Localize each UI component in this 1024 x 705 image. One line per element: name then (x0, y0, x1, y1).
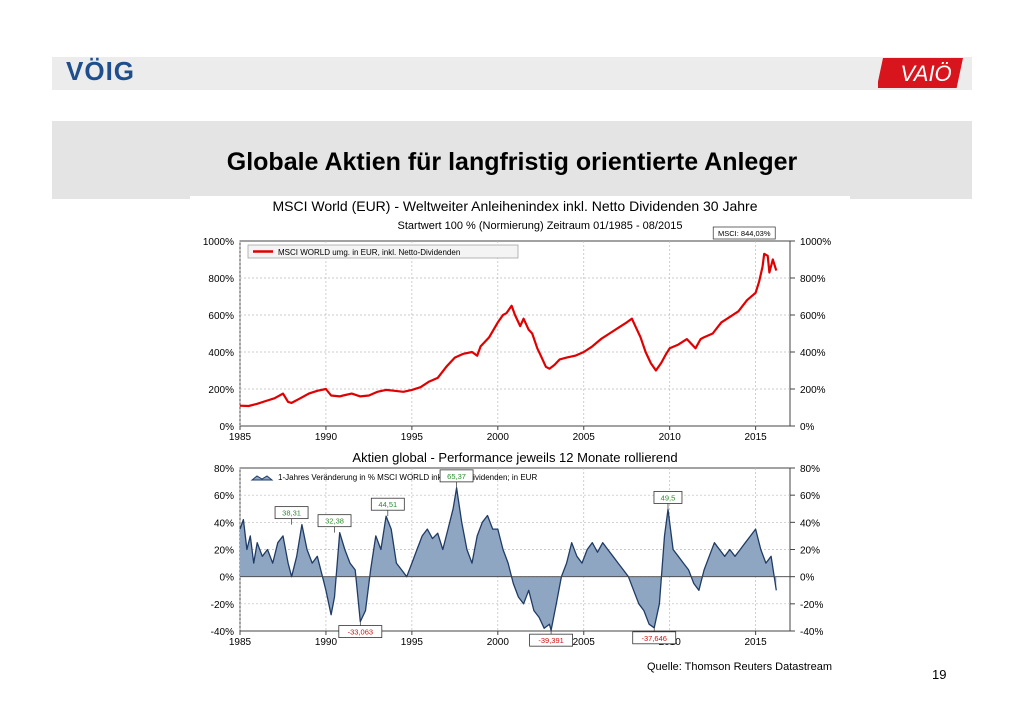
x-tick-label: 1990 (315, 637, 338, 648)
annotation-box (653, 491, 683, 504)
x-tick-label: 1995 (401, 637, 424, 648)
chart-title: Aktien global - Performance jeweils 12 M… (352, 450, 677, 465)
source-label: Quelle: Thomson Reuters Datastream (647, 661, 832, 673)
legend-label: MSCI WORLD umg. in EUR, inkl. Netto-Divi… (278, 248, 460, 257)
y-tick-label-left: -20% (211, 600, 234, 611)
annotation-max: 65,37 (439, 469, 474, 488)
y-tick-label-right: 40% (800, 518, 820, 529)
x-tick-label: 1990 (315, 432, 338, 443)
annotation-max: 49,5 (653, 491, 683, 510)
y-tick-label-left: 800% (208, 274, 234, 285)
annotation-box (338, 625, 383, 638)
y-tick-label-right: 1000% (800, 237, 831, 248)
annotation-box (529, 633, 573, 647)
x-tick-label: 2000 (487, 637, 510, 648)
page-number: 19 (932, 667, 947, 682)
y-tick-label-right: -40% (800, 627, 823, 638)
y-tick-label-left: 0% (220, 573, 235, 584)
chart-subtitle: Startwert 100 % (Normierung) Zeitraum 01… (398, 220, 683, 232)
legend: MSCI WORLD umg. in EUR, inkl. Netto-Divi… (247, 244, 519, 259)
y-tick-label-left: 40% (214, 518, 234, 529)
annotation-label: 32,38 (325, 517, 344, 526)
legend-swatch (250, 475, 274, 481)
chart-svg: MSCI World (EUR) - Weltweiter Anleihenin… (203, 198, 832, 673)
annotation-label: MSCI: 844,03% (718, 229, 771, 238)
annotation-min: -33,063 (338, 621, 383, 638)
annotation-label: 49,5 (661, 493, 676, 502)
series-line (239, 252, 778, 408)
annotation-max: 38,31 (274, 506, 309, 525)
plot-frame (239, 467, 791, 632)
annotation-min: -39,391 (529, 630, 573, 647)
y-tick-label-right: 0% (800, 573, 815, 584)
y-tick-label-left: 200% (208, 385, 234, 396)
y-tick-label-left: 80% (214, 464, 234, 475)
vaioe-logo: VAIÖ (878, 58, 963, 88)
annotation-max: 44,51 (370, 497, 405, 517)
y-tick-label-right: 20% (800, 546, 820, 557)
x-tick-label: 2015 (745, 637, 768, 648)
y-tick-label-left: 0% (220, 422, 235, 433)
y-tick-label-left: 20% (214, 546, 234, 557)
annotation: MSCI: 844,03% (712, 226, 776, 240)
vaioe-logo-text: VAIÖ (900, 61, 951, 86)
x-tick-label: 2015 (745, 432, 768, 443)
chart-title: MSCI World (EUR) - Weltweiter Anleihenin… (272, 198, 757, 214)
series-area (240, 487, 777, 631)
legend-label: 1-Jahres Veränderung in % MSCI WORLD ink… (278, 473, 537, 482)
page-title: Globale Aktien für langfristig orientier… (226, 148, 798, 176)
annotation-box (632, 631, 677, 645)
x-tick-label: 2005 (573, 432, 596, 443)
annotation-box (317, 514, 352, 528)
annotation-label: -37,646 (642, 634, 667, 643)
y-tick-label-right: 0% (800, 422, 815, 433)
annotation-label: 65,37 (447, 472, 466, 481)
y-tick-label-left: 1000% (203, 237, 234, 248)
x-tick-label: 2010 (659, 432, 682, 443)
annotation-label: -33,063 (348, 628, 373, 637)
voeig-logo: VÖIG (66, 56, 136, 86)
y-tick-label-left: 60% (214, 491, 234, 502)
y-tick-label-right: 200% (800, 385, 826, 396)
x-tick-label: 1985 (229, 637, 252, 648)
y-tick-label-left: -40% (211, 627, 234, 638)
y-tick-label-right: 80% (800, 464, 820, 475)
y-tick-label-left: 600% (208, 311, 234, 322)
plot-frame (239, 240, 791, 427)
legend-box (247, 244, 519, 259)
y-tick-label-left: 400% (208, 348, 234, 359)
annotation-min: -37,646 (632, 627, 677, 645)
x-tick-label: 2000 (487, 432, 510, 443)
y-tick-label-right: 60% (800, 491, 820, 502)
annotation-label: 38,31 (282, 509, 301, 518)
chart-area: MSCI World (EUR) - Weltweiter Anleihenin… (190, 196, 850, 681)
annotation-max: 32,38 (317, 514, 352, 533)
annotation-box (439, 469, 474, 483)
annotation-box (274, 506, 309, 520)
annotation-box (712, 226, 776, 240)
legend: 1-Jahres Veränderung in % MSCI WORLD ink… (250, 473, 537, 482)
annotation-label: -39,391 (538, 636, 563, 645)
annotation-box (370, 497, 405, 511)
y-tick-label-right: 400% (800, 348, 826, 359)
title-bar (52, 121, 972, 199)
x-tick-label: 1995 (401, 432, 424, 443)
y-tick-label-right: -20% (800, 600, 823, 611)
y-tick-label-right: 800% (800, 274, 826, 285)
annotation-label: 44,51 (378, 500, 397, 509)
x-tick-label: 1985 (229, 432, 252, 443)
x-tick-label: 2005 (573, 637, 596, 648)
y-tick-label-right: 600% (800, 311, 826, 322)
header-bar (52, 57, 972, 90)
